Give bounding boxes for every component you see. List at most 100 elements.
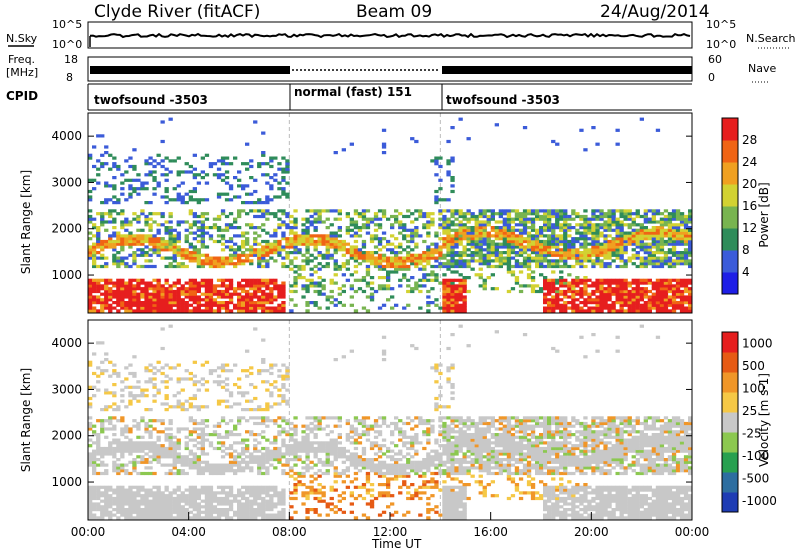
heatmap-cell — [168, 284, 173, 288]
heatmap-cell — [220, 242, 226, 246]
heatmap-cell — [257, 460, 262, 464]
heatmap-cell — [224, 502, 230, 506]
heatmap-cell — [458, 242, 463, 246]
heatmap-cell — [285, 463, 290, 467]
heatmap-cell — [116, 262, 121, 266]
heatmap-cell — [156, 388, 161, 392]
heatmap-cell — [152, 508, 157, 512]
heatmap-cell — [498, 242, 503, 246]
heatmap-cell — [241, 231, 246, 235]
heatmap-cell — [92, 513, 97, 517]
heatmap-cell — [394, 267, 399, 271]
heatmap-cell — [643, 287, 648, 291]
heatmap-cell — [104, 358, 109, 362]
heatmap-cell — [651, 251, 656, 255]
heatmap-cell — [551, 239, 556, 244]
heatmap-cell — [100, 212, 105, 216]
heatmap-cell — [128, 516, 133, 520]
heatmap-cell — [277, 402, 282, 406]
heatmap-cell — [543, 281, 548, 285]
heatmap-cell — [120, 173, 125, 177]
heatmap-cell — [494, 245, 499, 249]
heatmap-cell — [204, 516, 210, 520]
heatmap-cell — [192, 189, 197, 194]
heatmap-cell — [196, 214, 201, 219]
heatmap-cell — [293, 446, 298, 451]
heatmap-cell — [305, 427, 310, 431]
heatmap-cell — [104, 352, 109, 356]
heatmap-cell — [241, 245, 246, 249]
heatmap-cell — [265, 231, 270, 235]
heatmap-cell — [619, 303, 624, 307]
heatmap-cell — [599, 212, 604, 216]
heatmap-cell — [116, 167, 121, 171]
heatmap-cell — [212, 262, 218, 266]
heatmap-cell — [635, 242, 640, 246]
heatmap-cell — [168, 463, 173, 467]
heatmap-cell — [563, 309, 568, 313]
heatmap-cell — [100, 248, 105, 252]
heatmap-cell — [164, 380, 169, 384]
heatmap-cell — [414, 228, 419, 232]
heatmap-cell — [635, 301, 640, 305]
heatmap-cell — [253, 449, 258, 453]
heatmap-cell — [277, 424, 282, 428]
heatmap-cell — [398, 262, 403, 266]
heatmap-cell — [233, 251, 238, 255]
heatmap-cell — [88, 460, 93, 464]
heatmap-cell — [277, 226, 282, 230]
heatmap-cell — [297, 455, 302, 459]
heatmap-cell — [96, 341, 101, 345]
heatmap-cell — [164, 508, 169, 512]
heatmap-cell — [410, 231, 415, 235]
heatmap-cell — [237, 419, 242, 423]
heatmap-cell — [567, 248, 572, 252]
heatmap-cell — [663, 309, 669, 313]
heatmap-cell — [172, 259, 177, 263]
heatmap-cell — [261, 460, 266, 464]
heatmap-cell — [144, 496, 149, 501]
heatmap-cell — [261, 416, 266, 420]
heatmap-cell — [253, 421, 258, 426]
heatmap-cell — [281, 231, 286, 235]
heatmap-cell — [543, 217, 548, 221]
heatmap-cell — [281, 156, 286, 160]
heatmap-cell — [631, 287, 636, 291]
heatmap-cell — [152, 264, 157, 269]
heatmap-cell — [136, 237, 141, 241]
heatmap-cell — [204, 494, 210, 498]
heatmap-cell — [583, 226, 588, 230]
heatmap-cell — [88, 306, 93, 310]
heatmap-cell — [168, 117, 173, 121]
heatmap-cell — [200, 466, 205, 470]
heatmap-cell — [454, 264, 459, 269]
heatmap-cell — [321, 491, 326, 495]
heatmap-cell — [204, 281, 210, 285]
heatmap-cell — [442, 214, 447, 219]
heatmap-cell — [200, 292, 205, 296]
heatmap-cell — [136, 295, 141, 299]
heatmap-cell — [575, 239, 580, 244]
heatmap-cell — [136, 187, 141, 191]
heatmap-cell — [305, 449, 310, 453]
heatmap-cell — [245, 463, 250, 467]
heatmap-cell — [349, 228, 354, 232]
heatmap-cell — [623, 248, 628, 252]
heatmap-cell — [575, 228, 580, 232]
heatmap-cell — [611, 212, 616, 216]
heatmap-cell — [92, 502, 97, 506]
heatmap-cell — [611, 281, 616, 285]
heatmap-cell — [659, 262, 665, 266]
heatmap-cell — [470, 214, 475, 219]
heatmap-cell — [237, 513, 242, 517]
heatmap-cell — [357, 251, 363, 255]
heatmap-cell — [273, 449, 278, 453]
heatmap-cell — [559, 309, 564, 313]
heatmap-cell — [88, 360, 93, 364]
heatmap-cell — [293, 496, 298, 501]
heatmap-cell — [313, 491, 318, 495]
heatmap-cell — [269, 295, 274, 299]
heatmap-cell — [261, 446, 266, 451]
heatmap-cell — [200, 444, 205, 448]
